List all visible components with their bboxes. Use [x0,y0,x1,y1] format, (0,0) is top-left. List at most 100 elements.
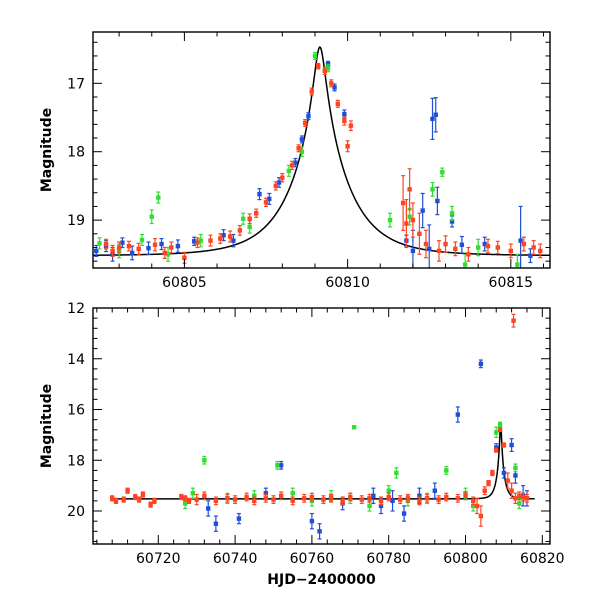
bottom-point-s2-15 [225,493,230,503]
top-point-s2-38 [453,241,458,257]
bottom-point-s2-23 [302,493,307,503]
bottom-point-s0-1 [213,515,219,532]
top-point-s2-23 [316,62,321,70]
bottom-point-s0-13 [432,482,437,499]
bottom-x-axis-label: HJD−2400000 [267,572,376,588]
top-point-s2-14 [247,213,252,225]
bottom-ytick-label: 16 [67,403,85,419]
bottom-xtick-label: 60740 [213,551,258,567]
top-frame [92,31,551,269]
bottom-ytick-label: 18 [67,453,85,469]
bottom-point-s2-7 [148,501,153,508]
bottom-point-s2-2 [121,496,126,503]
bottom-ytick-label: 12 [67,301,85,317]
bottom-point-s2-17 [244,492,249,502]
top-point-s2-20 [296,144,301,153]
bottom-panel: 60720 60740 60760 60780 60800 60820 12 14 16 18 20… [39,301,565,588]
bottom-point-s2-55 [524,493,530,503]
bottom-point-s2-43 [478,505,484,527]
top-point-s2-0 [103,238,109,250]
top-point-s2-41 [495,240,500,255]
top-point-s2-5 [152,237,158,252]
bottom-point-s0-6 [317,523,322,540]
bottom-point-s0-11 [401,505,407,522]
bottom-point-s2-39 [455,493,461,503]
top-point-s0-25 [433,97,438,133]
bottom-point-s2-52 [513,492,518,504]
bottom-point-s2-5 [136,496,142,503]
top-point-s2-31 [404,198,409,249]
bottom-point-s2-38 [444,492,449,502]
top-point-s1-3 [149,209,154,225]
top-point-s2-36 [436,240,442,262]
bottom-point-s2-1 [113,497,119,504]
top-point-s1-7 [240,212,246,225]
bottom-point-s2-25 [321,495,326,504]
bottom-frame [92,307,551,545]
top-panel: 60805 60810 60815 17 18 19 Magnitude [39,31,551,291]
bottom-point-s2-6 [140,491,146,498]
top-point-s2-1 [110,244,115,257]
bottom-point-s2-51 [509,482,514,499]
top-point-s2-22 [309,87,314,96]
bottom-point-s2-29 [359,495,365,504]
top-ytick-label: 19 [67,213,85,229]
bottom-point-s2-18 [252,496,257,506]
top-point-s0-28 [459,235,465,254]
top-point-s0-6 [159,237,164,251]
bottom-point-s2-34 [405,493,411,503]
top-point-s1-0 [97,237,102,250]
bottom-point-s2-11 [186,497,192,504]
bottom-point-s2-35 [417,496,422,506]
top-point-s2-13 [237,224,243,236]
top-point-s2-12 [227,230,233,243]
bottom-ytick-label: 20 [67,504,85,520]
bottom-xtick-label: 60780 [366,551,411,567]
bottom-point-s2-36 [424,493,430,503]
bottom-xtick-label: 60760 [290,551,335,567]
top-point-s1-17 [449,205,455,221]
bottom-point-s2-42 [474,497,480,515]
top-data-layer [93,46,550,268]
bottom-point-s0-2 [236,512,242,525]
top-point-s0-24 [430,97,435,140]
top-point-s1-13 [387,212,393,228]
top-point-s2-9 [195,237,200,249]
top-model-curve [93,46,550,256]
top-ytick-label: 17 [67,76,85,92]
top-point-s2-39 [466,246,471,262]
bottom-point-s2-50 [505,472,510,489]
bottom-point-s2-8 [152,497,157,504]
top-point-s2-44 [531,240,536,255]
top-point-s0-8 [191,236,197,247]
bottom-point-s2-9 [179,493,184,501]
bottom-point-s2-13 [202,491,207,501]
bottom-point-s2-19 [263,493,269,503]
top-point-s2-28 [348,120,354,132]
bottom-ytick-label: 14 [67,352,85,368]
top-point-s0-23 [427,224,432,268]
bottom-point-s2-41 [470,496,476,506]
top-point-s1-6 [198,233,203,248]
top-point-s2-43 [521,236,527,252]
top-point-s1-4 [156,191,161,204]
bottom-point-s2-37 [436,495,441,504]
top-point-s2-29 [345,140,350,153]
bottom-point-s1-19 [494,426,499,439]
bottom-point-s0-0 [206,500,211,517]
top-point-s1-16 [440,167,445,177]
top-point-s2-16 [263,197,269,208]
top-point-s2-27 [342,116,347,126]
bottom-point-s2-10 [182,495,188,502]
bottom-point-s0-8 [371,487,376,504]
bottom-point-s0-4 [278,460,284,470]
bottom-point-s0-14 [455,406,461,423]
bottom-xtick-label: 60820 [520,551,565,567]
bottom-point-s2-46 [490,469,495,477]
bottom-point-s2-28 [348,492,353,502]
top-point-s2-15 [254,208,259,218]
bottom-point-s2-30 [367,493,372,503]
top-point-s2-45 [538,243,543,259]
bottom-point-s2-0 [110,495,115,502]
top-xtick-label: 60805 [162,275,207,291]
